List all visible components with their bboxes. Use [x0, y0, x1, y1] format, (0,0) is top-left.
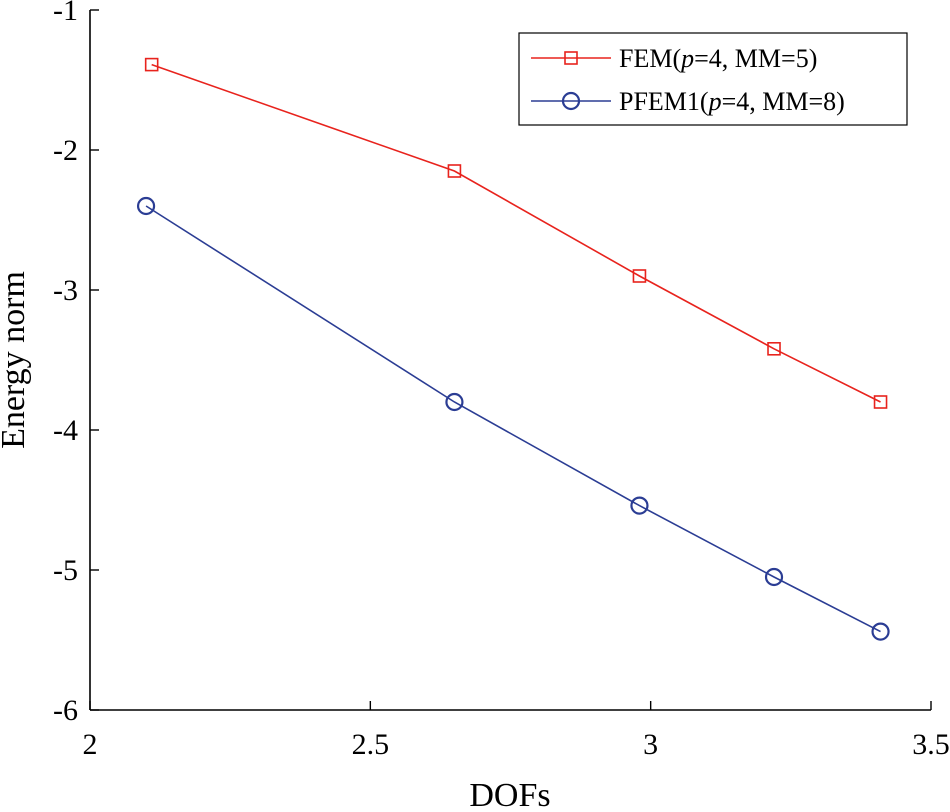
legend-pfem1-circle-marker	[561, 91, 581, 111]
y-tick-label: -1	[53, 0, 78, 27]
fem-data-point	[767, 341, 781, 356]
pfem1-data-point	[630, 496, 649, 515]
series-line-pfem1	[145, 205, 881, 633]
x-tick-label: 2	[83, 728, 98, 761]
x-tick-label: 2.5	[352, 728, 390, 761]
x-tick-label: 3	[643, 728, 658, 761]
legend-entry-fem: FEM(p=4, MM=5)	[531, 44, 817, 73]
ticks: -1 -2 -3 -4 -5 -62 2.5 3 3.5	[53, 0, 950, 761]
pfem1-data-point	[445, 392, 464, 412]
legend-box	[518, 32, 908, 126]
y-tick-label: -2	[53, 134, 78, 167]
fem-data-point	[447, 164, 462, 178]
y-tick-label: -6	[53, 694, 78, 727]
y-tick-label: -5	[53, 554, 78, 587]
axes	[89, 10, 931, 711]
pfem1-data-point	[871, 622, 890, 641]
legend-fem-label: FEM(p=4, MM=5)	[619, 44, 817, 73]
fem-data-point	[873, 395, 888, 409]
series-lines	[145, 63, 881, 633]
y-tick-label: -3	[53, 274, 78, 307]
series-markers	[136, 57, 890, 641]
y-axis-title: Energy norm	[0, 271, 32, 449]
legend: FEM(p=4, MM=5) PFEM1(p=4, MM=8)	[518, 32, 908, 126]
legend-fem-square-marker	[564, 51, 578, 65]
pfem1-data-point	[764, 567, 784, 587]
legend-entry-pfem1: PFEM1(p=4, MM=8)	[531, 87, 845, 116]
pfem1-data-point	[136, 196, 156, 216]
x-axis-title: DOFs	[469, 777, 550, 812]
y-tick-label: -4	[53, 414, 78, 447]
series-line-fem	[151, 63, 881, 403]
fem-data-point	[144, 57, 159, 72]
fem-data-point	[632, 269, 647, 283]
x-tick-label: 3.5	[912, 728, 950, 761]
legend-pfem1-label: PFEM1(p=4, MM=8)	[619, 87, 845, 116]
